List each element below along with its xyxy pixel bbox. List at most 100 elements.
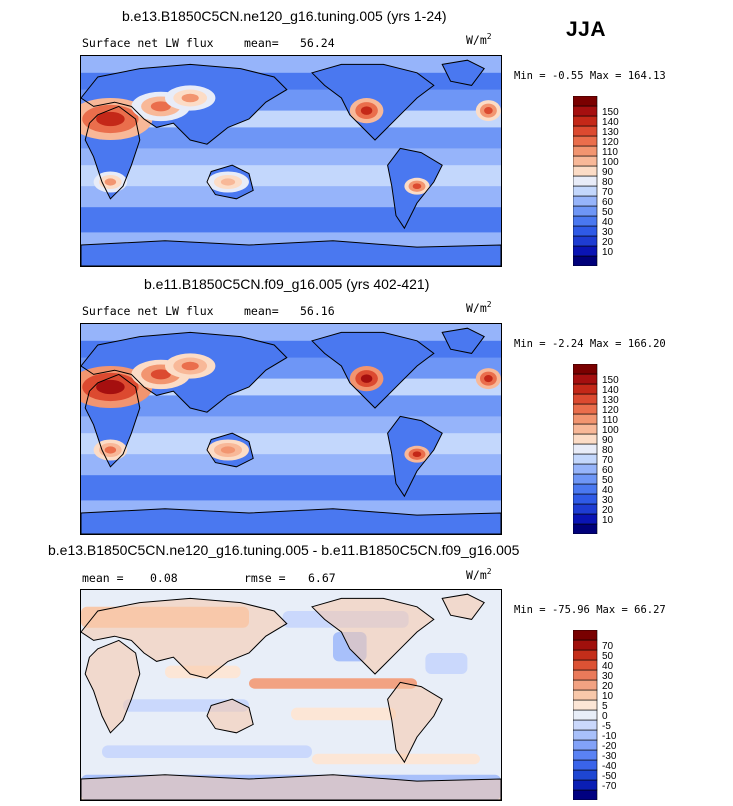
panel-2-field-coastline bbox=[81, 508, 501, 534]
panel-2-colorbar-tick-label: 50 bbox=[602, 475, 614, 486]
panel-2-colorbar-box bbox=[572, 433, 598, 445]
panel-3-colorbar-box bbox=[572, 669, 598, 681]
panel-1-field-hotspot bbox=[96, 111, 125, 127]
panel-1-field-hotspot bbox=[150, 101, 171, 112]
panel-2-colorbar-box bbox=[572, 363, 598, 375]
panel-2-colorbar-box bbox=[572, 373, 598, 385]
panel-3-colorbar-box bbox=[572, 689, 598, 701]
panel-1-colorbar-tick-label: 70 bbox=[602, 187, 614, 198]
panel-3-colorbar-box bbox=[572, 629, 598, 641]
panel-2-colorbar-tick-label: 10 bbox=[602, 515, 614, 526]
panel-1-colorbar-tick-label: 120 bbox=[602, 137, 619, 148]
panel-3-minmax: Min = -75.96 Max = 66.27 bbox=[514, 604, 666, 616]
panel-2-units: W/m2 bbox=[466, 300, 492, 315]
panel-1-colorbar-tick-label: 30 bbox=[602, 227, 614, 238]
panel-2-field-land bbox=[442, 328, 485, 354]
panel-1-colorbar-tick-label: 50 bbox=[602, 207, 614, 218]
panel-3-units: W/m2 bbox=[466, 567, 492, 582]
panel-2-colorbar-tick-label: 90 bbox=[602, 435, 614, 446]
panel-3-colorbar-box bbox=[572, 749, 598, 761]
panel-2-colorbar-tick-label: 150 bbox=[602, 375, 619, 386]
panel-2-colorbar-tick-label: 100 bbox=[602, 425, 619, 436]
panel-1-colorbar-box bbox=[572, 225, 598, 237]
panel-1-minmax: Min = -0.55 Max = 164.13 bbox=[514, 70, 666, 82]
panel-1-colorbar-box bbox=[572, 145, 598, 157]
panel-2-field-land bbox=[81, 508, 501, 534]
panel-2-colorbar-tick-label: 60 bbox=[602, 465, 614, 476]
panel-1-colorbar-tick-label: 10 bbox=[602, 247, 614, 258]
panel-3-rmse-label: rmse = bbox=[244, 571, 286, 585]
panel-3-colorbar-box bbox=[572, 659, 598, 671]
panel-2-colorbar-box bbox=[572, 423, 598, 435]
panel-1-colorbar-box bbox=[572, 105, 598, 117]
panel-1-field-coastline bbox=[84, 105, 141, 200]
panel-3-field-coastline bbox=[81, 597, 288, 679]
panel-1-field-land bbox=[81, 240, 501, 266]
panel-2-field-hotspot bbox=[150, 369, 171, 380]
panel-1-colorbar-tick-label: 80 bbox=[602, 177, 614, 188]
panel-1-field-land bbox=[442, 60, 485, 86]
panel-3-colorbar-box bbox=[572, 729, 598, 741]
panel-1-field-coastline bbox=[81, 63, 288, 145]
panel-3-colorbar-box bbox=[572, 739, 598, 751]
panel-1-colorbar-box bbox=[572, 175, 598, 187]
panel-1-field-hotspot bbox=[412, 183, 422, 190]
panel-3-rmse-value: 6.67 bbox=[308, 571, 336, 585]
panel-2-colorbar-tick-label: 140 bbox=[602, 385, 619, 396]
panel-2-colorbar-box bbox=[572, 483, 598, 495]
panel-1-colorbar-tick-label: 20 bbox=[602, 237, 614, 248]
panel-1-field-band bbox=[81, 186, 501, 208]
panel-1-variable: Surface net LW flux bbox=[82, 36, 214, 50]
panel-1-units: W/m2 bbox=[466, 32, 492, 47]
panel-1-map bbox=[80, 55, 502, 267]
panel-3-colorbar-tick-label: -40 bbox=[602, 761, 617, 772]
panel-2-field-hotspot bbox=[220, 446, 236, 454]
panel-2-field-coastline bbox=[441, 327, 485, 354]
panel-2-mean-value: 56.16 bbox=[300, 304, 335, 318]
panel-2-field-hotspot bbox=[96, 379, 125, 395]
panel-2-field-coastline bbox=[206, 432, 254, 468]
panel-1-colorbar-tick-label: 100 bbox=[602, 157, 619, 168]
panel-3-mean-label: mean = bbox=[82, 571, 124, 585]
panel-3-field-coastline bbox=[387, 681, 443, 764]
panel-2-colorbar-box bbox=[572, 413, 598, 425]
panel-3-colorbar-box bbox=[572, 709, 598, 721]
panel-3-field-anomaly-patch bbox=[249, 678, 417, 689]
panel-3-colorbar-tick-label: -30 bbox=[602, 751, 617, 762]
panel-1-colorbar-box bbox=[572, 205, 598, 217]
panel-1-field-hotspot bbox=[360, 106, 373, 115]
panel-2-colorbar-box bbox=[572, 503, 598, 515]
panel-3-colorbar-tick-label: 50 bbox=[602, 651, 614, 662]
panel-2-field-coastline bbox=[81, 331, 288, 413]
panel-3-map bbox=[80, 589, 502, 801]
panel-1-mean-value: 56.24 bbox=[300, 36, 335, 50]
panel-1-field-coastline bbox=[81, 240, 501, 266]
panel-3-title: b.e13.B1850C5CN.ne120_g16.tuning.005 - b… bbox=[48, 542, 520, 558]
season-label: JJA bbox=[566, 18, 607, 41]
panel-3-colorbar-box bbox=[572, 789, 598, 801]
panel-1-field-hotspot bbox=[181, 93, 199, 103]
panel-2-field-band bbox=[81, 454, 501, 476]
panel-1-field-hotspot bbox=[104, 178, 117, 186]
panel-2-colorbar-box bbox=[572, 463, 598, 475]
panel-3-field-coastline bbox=[81, 774, 501, 800]
panel-2-field-hotspot bbox=[104, 446, 117, 454]
panel-2-colorbar-box bbox=[572, 393, 598, 405]
panel-2-field-hotspot bbox=[412, 451, 422, 458]
panel-2-colorbar-tick-label: 110 bbox=[602, 415, 618, 426]
panel-1-colorbar-box bbox=[572, 155, 598, 167]
panel-1-colorbar-box bbox=[572, 95, 598, 107]
panel-3-mean-value: 0.08 bbox=[150, 571, 178, 585]
panel-3-colorbar-tick-label: 5 bbox=[602, 701, 608, 712]
panel-2-map bbox=[80, 323, 502, 535]
panel-3-colorbar-tick-label: 70 bbox=[602, 641, 614, 652]
panel-1-colorbar-tick-label: 90 bbox=[602, 167, 614, 178]
panel-1-colorbar-box bbox=[572, 195, 598, 207]
panel-1-title: b.e13.B1850C5CN.ne120_g16.tuning.005 (yr… bbox=[122, 8, 447, 24]
panel-1-colorbar-box bbox=[572, 255, 598, 267]
